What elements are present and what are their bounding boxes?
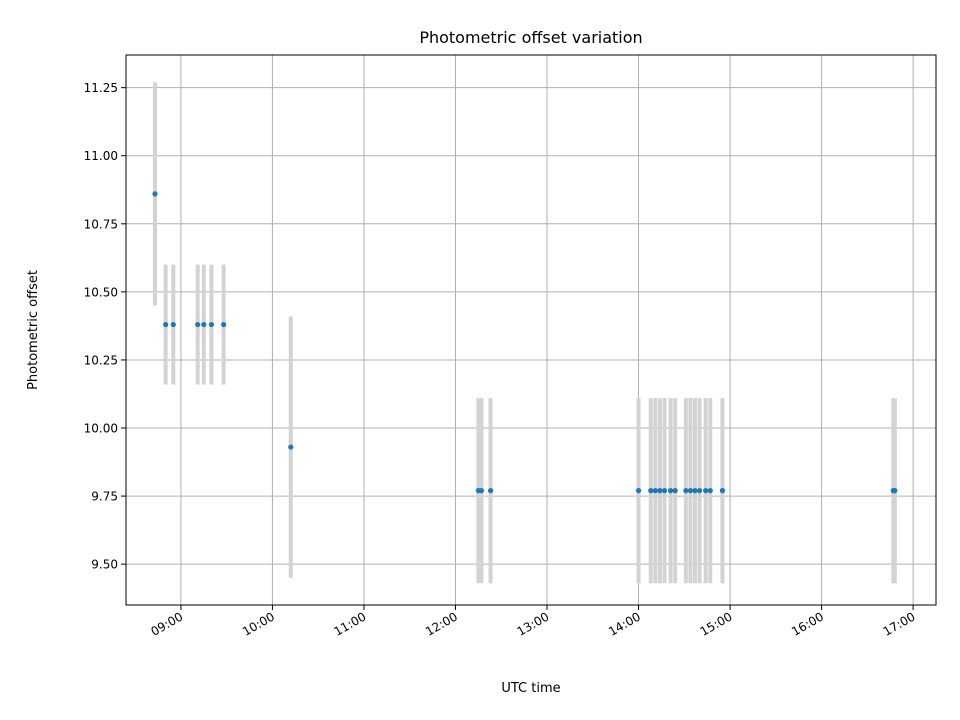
data-point xyxy=(201,321,207,328)
y-tick-label: 10.25 xyxy=(84,353,118,367)
data-point xyxy=(707,488,713,494)
y-tick-label: 9.75 xyxy=(91,490,118,504)
chart-title: Photometric offset variation xyxy=(419,28,642,47)
data-point xyxy=(719,488,726,494)
data-point xyxy=(635,488,642,494)
data-point xyxy=(892,488,898,494)
data-point xyxy=(683,488,689,494)
data-point xyxy=(661,488,668,494)
y-axis: 9.50 9.75 10.00 10.25 10.50 10.75 11.00 11.25 xyxy=(84,81,126,572)
data-point xyxy=(657,488,663,494)
y-axis-label: Photometric offset xyxy=(26,270,41,390)
plot-frame xyxy=(125,54,937,606)
data-point xyxy=(703,488,709,494)
data-point xyxy=(288,444,294,450)
y-tick-label: 10.75 xyxy=(84,217,118,231)
data-point xyxy=(478,488,485,494)
data-point xyxy=(687,488,694,494)
data-point xyxy=(487,488,494,494)
data-point xyxy=(672,488,678,494)
data-point xyxy=(696,488,703,494)
x-axis-label: UTC time xyxy=(501,681,560,696)
y-tick-label: 10.50 xyxy=(84,285,118,299)
data-point xyxy=(152,191,158,197)
y-tick-label: 11.25 xyxy=(84,81,118,95)
data-point xyxy=(648,488,654,494)
data-point xyxy=(667,488,674,494)
y-tick-label: 10.00 xyxy=(84,422,118,436)
data-point xyxy=(195,321,201,328)
y-tick-label: 11.00 xyxy=(84,149,118,163)
data-point xyxy=(652,488,658,494)
y-tick-label: 9.50 xyxy=(91,558,118,572)
data-point xyxy=(170,321,176,328)
data-point xyxy=(221,321,227,328)
data-point xyxy=(692,488,698,494)
data-point xyxy=(163,321,169,328)
data-point xyxy=(208,321,215,328)
data-points xyxy=(152,191,898,494)
grid xyxy=(126,55,936,605)
